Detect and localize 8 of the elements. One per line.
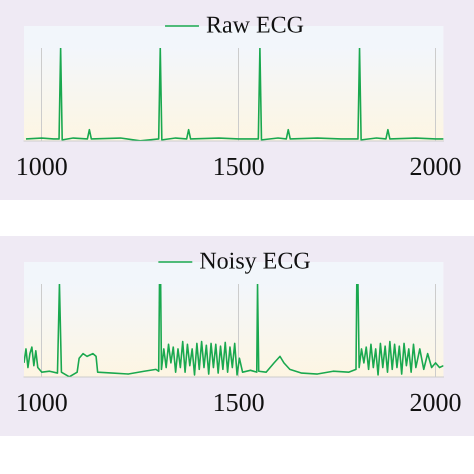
- x-tick-label: 2000: [410, 152, 462, 182]
- legend-label: Raw ECG: [206, 12, 304, 38]
- x-tick-label: 1000: [16, 152, 68, 182]
- x-tick-label: 1000: [16, 388, 68, 418]
- legend-label: Noisy ECG: [199, 248, 311, 274]
- x-tick-label: 2000: [410, 388, 462, 418]
- x-tick-label: 1500: [212, 388, 265, 418]
- x-tick-label: 1500: [212, 152, 265, 182]
